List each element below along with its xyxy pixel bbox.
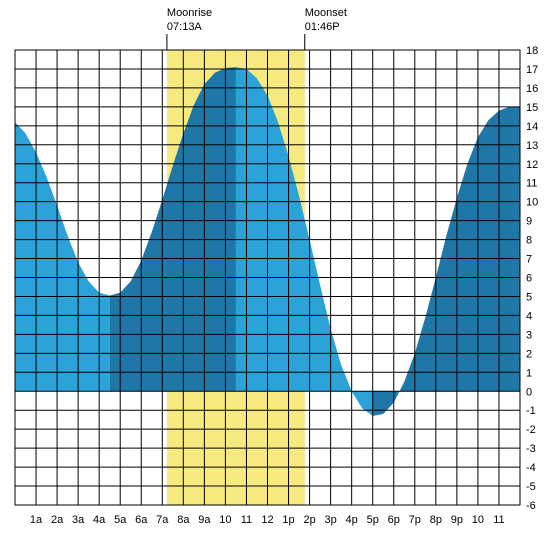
y-axis-label: 8 — [526, 235, 532, 247]
x-axis-label: 2a — [51, 514, 64, 526]
x-axis-label: 7p — [409, 514, 421, 526]
x-axis-label: 7a — [156, 514, 169, 526]
x-axis-label: 12 — [261, 514, 273, 526]
y-axis-label: 12 — [526, 159, 538, 171]
y-axis-label: -2 — [526, 424, 536, 436]
x-axis-label: 5a — [114, 514, 127, 526]
y-axis-label: -1 — [526, 405, 536, 417]
moonset-title: Moonset — [305, 7, 347, 19]
y-axis-label: 3 — [526, 329, 532, 341]
x-axis-label: 4p — [346, 514, 358, 526]
x-axis-label: 11 — [241, 514, 252, 526]
moonrise-title: Moonrise — [167, 7, 212, 19]
y-axis-label: 13 — [526, 140, 538, 152]
x-axis-label: 10 — [219, 514, 231, 526]
chart-svg: 1817161514131211109876543210-1-2-3-4-5-6… — [0, 0, 550, 550]
x-axis-label: 1a — [30, 514, 43, 526]
moonset-time: 01:46P — [305, 21, 340, 33]
y-axis-label: 9 — [526, 216, 532, 228]
x-axis-label: 8p — [430, 514, 442, 526]
x-axis-label: 10 — [472, 514, 484, 526]
x-axis-label: 8a — [177, 514, 190, 526]
y-axis-label: 15 — [526, 102, 538, 114]
y-axis-label: 10 — [526, 197, 538, 209]
x-axis-label: 3a — [72, 514, 85, 526]
y-axis-label: 17 — [526, 64, 538, 76]
y-axis-label: 14 — [526, 121, 538, 133]
x-axis-label: 9a — [198, 514, 211, 526]
y-axis-label: 16 — [526, 83, 538, 95]
y-axis-label: 6 — [526, 273, 532, 285]
x-axis-label: 3p — [325, 514, 337, 526]
x-axis-label: 4a — [93, 514, 106, 526]
x-axis-label: 6a — [135, 514, 148, 526]
y-axis-label: 0 — [526, 386, 532, 398]
y-axis-label: -5 — [526, 481, 536, 493]
y-axis-label: 2 — [526, 348, 532, 360]
y-axis-label: 18 — [526, 45, 538, 57]
x-axis-label: 2p — [303, 514, 315, 526]
x-axis-label: 9p — [451, 514, 463, 526]
y-axis-label: -4 — [526, 462, 536, 474]
tide-chart: 1817161514131211109876543210-1-2-3-4-5-6… — [0, 0, 550, 550]
y-axis-label: 11 — [526, 178, 537, 190]
y-axis-label: -3 — [526, 443, 536, 455]
moonrise-time: 07:13A — [167, 21, 203, 33]
y-axis-label: 1 — [526, 367, 532, 379]
x-axis-label: 11 — [493, 514, 504, 526]
y-axis-label: 7 — [526, 254, 532, 266]
y-axis-label: -6 — [526, 500, 536, 512]
y-axis-label: 4 — [526, 310, 532, 322]
x-axis-label: 5p — [367, 514, 379, 526]
y-axis-label: 5 — [526, 291, 532, 303]
x-axis-label: 6p — [388, 514, 400, 526]
x-axis-label: 1p — [282, 514, 294, 526]
